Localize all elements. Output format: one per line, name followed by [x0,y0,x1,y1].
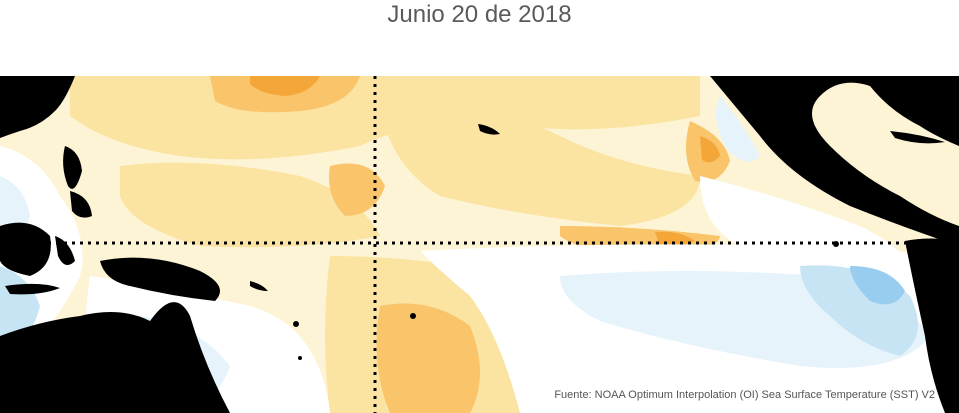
land-masses [0,76,959,413]
reference-lines [0,76,959,413]
land-asia [0,76,75,138]
land-philippines-south [70,191,92,218]
warm-patch [329,163,385,216]
land-island [410,313,416,319]
land-south-america [905,238,959,413]
land-sulawesi [55,236,75,265]
land-islands-indonesia [5,283,60,295]
land-borneo [0,222,51,276]
sst-anomaly-map [0,76,959,413]
map-canvas [0,76,959,413]
land-caribbean [890,131,945,144]
warm-patch [380,104,700,226]
land-north-america [710,76,959,413]
map-title: Junio 20 de 2018 [387,1,572,28]
land-new-guinea [100,257,220,301]
warm-patch [120,162,380,248]
cool-patch [850,266,905,305]
land-hawaii [478,124,500,135]
land-island [298,356,302,360]
land-islands-solomon [250,281,268,291]
data-source-credit: Fuente: NOAA Optimum Interpolation (OI) … [554,389,935,401]
cool-patch [700,176,905,261]
warm-patch [376,303,480,413]
cool-patch [716,96,760,162]
warm-patch [250,76,320,96]
land-australia [0,302,230,413]
cool-anomaly-areas [0,96,959,413]
land-philippines [63,146,82,189]
land-island [293,321,299,327]
warm-patch [700,136,720,163]
